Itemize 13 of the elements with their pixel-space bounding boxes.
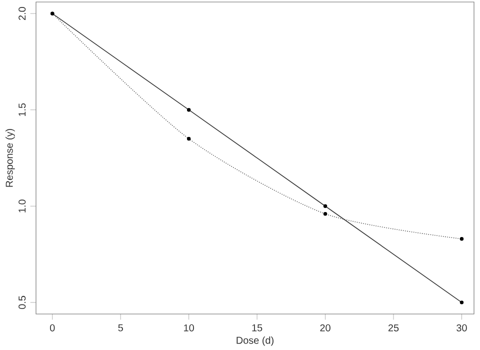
x-tick-label: 20: [320, 324, 330, 332]
x-axis-title: Dose (d): [236, 336, 274, 346]
y-tick-label: 0.5: [18, 296, 26, 309]
x-tick-label: 30: [456, 324, 467, 332]
x-tick-label: 5: [118, 324, 123, 332]
x-tick-label: 10: [184, 324, 194, 332]
x-tick-label: 0: [50, 324, 55, 332]
y-axis-title: Response (y): [6, 128, 15, 187]
y-tick-label: 1.5: [18, 103, 26, 116]
y-tick-label: 2.0: [18, 6, 26, 20]
x-tick-label: 15: [252, 324, 262, 332]
y-tick-label: 1.0: [18, 200, 26, 212]
x-tick-label: 25: [388, 324, 399, 332]
